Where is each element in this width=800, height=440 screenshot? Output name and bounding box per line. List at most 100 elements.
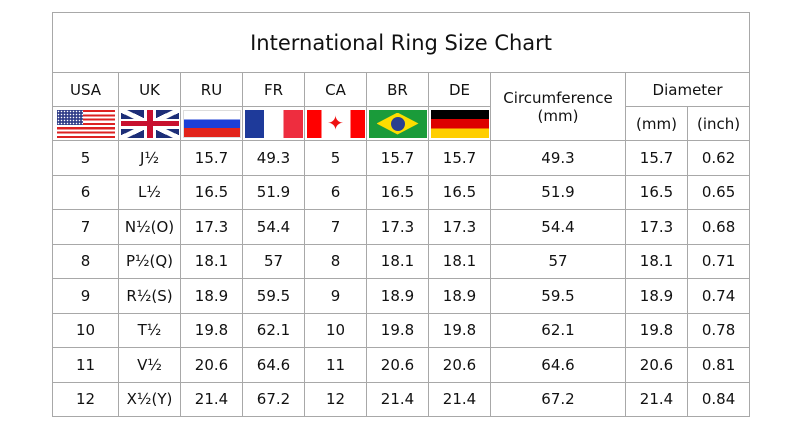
header-circumference: Circumference (mm) xyxy=(490,72,626,141)
table-cell: 17.3 xyxy=(366,209,429,245)
brazil-flag-icon xyxy=(368,109,427,138)
table-row: 9 R½(S) 18.9 59.5 9 18.9 18.9 59.5 18.9 0.74 xyxy=(52,278,751,314)
table-cell: 6 xyxy=(304,174,367,210)
table-row: 8 P½(Q) 18.1 57 8 18.1 18.1 57 18.1 0.71 xyxy=(52,243,751,279)
table-cell: 7 xyxy=(52,209,119,245)
table-cell: 0.81 xyxy=(686,347,751,383)
canada-flag-icon xyxy=(306,109,365,138)
table-cell: 20.6 xyxy=(428,347,491,383)
table-cell: 67.2 xyxy=(242,381,305,417)
table-cell: 18.1 xyxy=(180,243,243,279)
table-cell: 11 xyxy=(304,347,367,383)
table-cell: 15.7 xyxy=(366,140,429,176)
header-de: DE xyxy=(428,72,491,107)
table-cell: 0.71 xyxy=(686,243,751,279)
table-cell: 67.2 xyxy=(490,381,626,417)
table-cell: 57 xyxy=(242,243,305,279)
table-cell: 16.5 xyxy=(428,174,491,210)
table-cell: 17.3 xyxy=(625,209,688,245)
table-cell: 0.68 xyxy=(686,209,751,245)
table-cell: 21.4 xyxy=(625,381,688,417)
table-cell: 0.74 xyxy=(686,278,751,314)
table-cell: P½(Q) xyxy=(118,243,181,279)
ring-size-table: International Ring Size Chart USA UK RU … xyxy=(51,12,751,417)
table-cell: 20.6 xyxy=(180,347,243,383)
table-cell: N½(O) xyxy=(118,209,181,245)
table-cell: 6 xyxy=(52,174,119,210)
table-cell: 64.6 xyxy=(242,347,305,383)
table-row: 12 X½(Y) 21.4 67.2 12 21.4 21.4 67.2 21.4 0.84 xyxy=(52,381,751,417)
header-ca: CA xyxy=(304,72,367,107)
table-row: 11 V½ 20.6 64.6 11 20.6 20.6 64.6 20.6 0.81 xyxy=(52,347,751,383)
table-cell: 57 xyxy=(490,243,626,279)
table-row: 7 N½(O) 17.3 54.4 7 17.3 17.3 54.4 17.3 0.68 xyxy=(52,209,751,245)
header-usa: USA xyxy=(52,72,119,107)
table-cell: 20.6 xyxy=(366,347,429,383)
table-cell: 64.6 xyxy=(490,347,626,383)
table-cell: 18.1 xyxy=(428,243,491,279)
table-cell: V½ xyxy=(118,347,181,383)
table-cell: L½ xyxy=(118,174,181,210)
table-cell: 62.1 xyxy=(242,312,305,348)
table-cell: 19.8 xyxy=(366,312,429,348)
table-cell: R½(S) xyxy=(118,278,181,314)
table-row: 6 L½ 16.5 51.9 6 16.5 16.5 51.9 16.5 0.65 xyxy=(52,174,751,210)
table-cell: 16.5 xyxy=(180,174,243,210)
table-cell: 49.3 xyxy=(490,140,626,176)
table-row: 10 T½ 19.8 62.1 10 19.8 19.8 62.1 19.8 0.78 xyxy=(52,312,751,348)
table-cell: 18.1 xyxy=(366,243,429,279)
table-cell: 18.9 xyxy=(180,278,243,314)
table-cell: 7 xyxy=(304,209,367,245)
header-ru: RU xyxy=(180,72,243,107)
table-cell: 8 xyxy=(304,243,367,279)
table-cell: 0.78 xyxy=(686,312,751,348)
table-cell: 54.4 xyxy=(490,209,626,245)
header-diameter-inch: (inch) xyxy=(686,106,751,141)
table-cell: 59.5 xyxy=(242,278,305,314)
table-cell: J½ xyxy=(118,140,181,176)
table-cell: 9 xyxy=(52,278,119,314)
table-cell: 5 xyxy=(304,140,367,176)
table-title: International Ring Size Chart xyxy=(51,12,751,73)
header-fr: FR xyxy=(242,72,305,107)
table-cell: 18.9 xyxy=(625,278,688,314)
table-cell: 19.8 xyxy=(625,312,688,348)
uk-flag-icon xyxy=(120,109,179,138)
table-cell: 15.7 xyxy=(428,140,491,176)
table-cell: 21.4 xyxy=(180,381,243,417)
table-cell: 21.4 xyxy=(428,381,491,417)
table-row: 5 J½ 15.7 49.3 5 15.7 15.7 49.3 15.7 0.62 xyxy=(52,140,751,176)
france-flag-icon xyxy=(244,109,303,138)
table-cell: 18.9 xyxy=(366,278,429,314)
table-cell: 19.8 xyxy=(428,312,491,348)
table-cell: 16.5 xyxy=(625,174,688,210)
table-cell: 62.1 xyxy=(490,312,626,348)
table-cell: 20.6 xyxy=(625,347,688,383)
table-cell: 5 xyxy=(52,140,119,176)
table-cell: 17.3 xyxy=(180,209,243,245)
table-cell: 59.5 xyxy=(490,278,626,314)
table-cell: 54.4 xyxy=(242,209,305,245)
header-diameter-mm: (mm) xyxy=(625,106,688,141)
table-cell: 51.9 xyxy=(242,174,305,210)
table-cell: 0.62 xyxy=(686,140,751,176)
header-uk: UK xyxy=(118,72,181,107)
table-cell: 10 xyxy=(304,312,367,348)
table-cell: 19.8 xyxy=(180,312,243,348)
table-cell: 18.1 xyxy=(625,243,688,279)
germany-flag-icon xyxy=(430,109,489,138)
table-cell: 12 xyxy=(52,381,119,417)
table-cell: 49.3 xyxy=(242,140,305,176)
table-cell: 21.4 xyxy=(366,381,429,417)
table-cell: 0.84 xyxy=(686,381,751,417)
table-cell: 12 xyxy=(304,381,367,417)
table-cell: 8 xyxy=(52,243,119,279)
russia-flag-icon xyxy=(182,109,241,138)
table-cell: 9 xyxy=(304,278,367,314)
table-cell: X½(Y) xyxy=(118,381,181,417)
table-cell: T½ xyxy=(118,312,181,348)
table-cell: 15.7 xyxy=(180,140,243,176)
table-cell: 17.3 xyxy=(428,209,491,245)
table-cell: 15.7 xyxy=(625,140,688,176)
circumference-unit: (mm) xyxy=(537,106,579,125)
